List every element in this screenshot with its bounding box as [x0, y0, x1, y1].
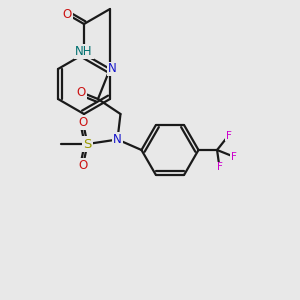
- Text: O: O: [76, 86, 86, 99]
- Text: O: O: [62, 8, 72, 21]
- Text: N: N: [108, 62, 117, 76]
- Text: F: F: [217, 162, 222, 172]
- Text: O: O: [78, 116, 88, 129]
- Text: S: S: [83, 137, 92, 151]
- Text: F: F: [226, 130, 231, 141]
- Text: NH: NH: [75, 45, 93, 58]
- Text: N: N: [113, 133, 122, 146]
- Text: O: O: [62, 8, 72, 21]
- Text: O: O: [78, 159, 88, 172]
- Text: F: F: [231, 152, 236, 162]
